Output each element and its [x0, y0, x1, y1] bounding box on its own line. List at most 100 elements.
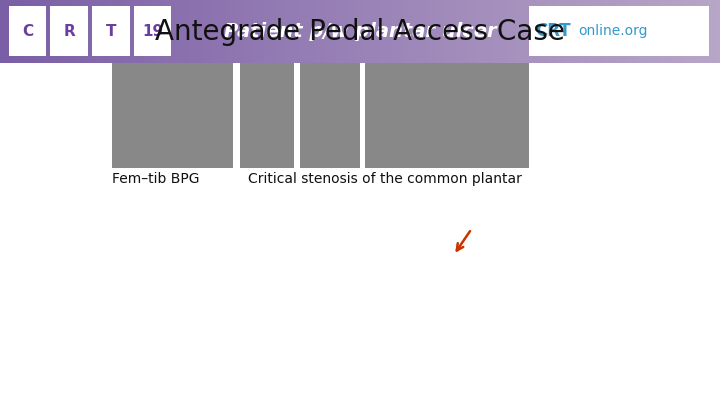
Bar [562, 0, 564, 63]
Bar [315, 0, 317, 63]
Bar [228, 0, 230, 63]
Bar [657, 0, 660, 63]
Bar [247, 0, 250, 63]
Bar [264, 0, 266, 63]
Bar [168, 0, 171, 63]
Bar [72, 0, 74, 63]
Bar [574, 0, 576, 63]
Bar [372, 0, 374, 63]
Bar [540, 0, 542, 63]
Bar [288, 0, 290, 63]
Bar [365, 0, 367, 63]
Bar [312, 0, 315, 63]
Bar [468, 0, 470, 63]
Bar [410, 0, 413, 63]
Bar [112, 59, 233, 168]
Bar [91, 0, 94, 63]
Bar [7, 0, 9, 63]
Bar [307, 0, 310, 63]
Bar [528, 0, 531, 63]
Bar [432, 0, 434, 63]
Bar [670, 0, 672, 63]
Bar [497, 0, 499, 63]
Bar [470, 0, 473, 63]
Bar [45, 0, 48, 63]
Bar [79, 0, 81, 63]
Bar [281, 0, 283, 63]
Bar [351, 0, 353, 63]
Bar [686, 0, 689, 63]
Bar [691, 0, 693, 63]
Bar [444, 0, 446, 63]
Bar [603, 0, 605, 63]
Text: online.org: online.org [578, 24, 648, 38]
Bar [5, 0, 7, 63]
Bar [276, 0, 279, 63]
Bar [259, 0, 261, 63]
Bar [240, 0, 243, 63]
Bar [197, 0, 199, 63]
Bar [595, 0, 598, 63]
Bar [662, 0, 665, 63]
Bar [477, 0, 480, 63]
Bar [243, 0, 245, 63]
Bar [706, 0, 708, 63]
Bar [130, 0, 132, 63]
Bar [24, 0, 27, 63]
Bar [17, 0, 19, 63]
Bar [134, 6, 171, 57]
Bar [646, 0, 648, 63]
Bar [110, 0, 113, 63]
Bar [650, 0, 653, 63]
Bar [571, 0, 574, 63]
Bar [70, 0, 72, 63]
Bar [581, 0, 583, 63]
Bar [223, 0, 225, 63]
Bar [77, 0, 79, 63]
Bar [43, 0, 45, 63]
Bar [538, 0, 540, 63]
Bar [358, 0, 360, 63]
Bar [490, 0, 492, 63]
Bar [300, 59, 360, 168]
Bar [63, 0, 65, 63]
Bar [125, 0, 127, 63]
Bar [619, 0, 621, 63]
Bar [137, 0, 139, 63]
Bar [65, 0, 67, 63]
Bar [631, 0, 634, 63]
Bar [495, 0, 497, 63]
Bar [437, 0, 439, 63]
Bar [492, 0, 495, 63]
Bar [336, 0, 338, 63]
Bar [99, 0, 101, 63]
Bar [341, 0, 343, 63]
Bar [542, 0, 545, 63]
Bar [346, 0, 348, 63]
Bar [14, 0, 17, 63]
Bar [423, 0, 425, 63]
Bar [235, 0, 238, 63]
Bar [355, 0, 358, 63]
Bar [293, 0, 295, 63]
Bar [533, 0, 535, 63]
Bar [391, 0, 394, 63]
Bar [567, 0, 569, 63]
Bar [408, 0, 410, 63]
Bar [362, 0, 365, 63]
Bar [403, 0, 405, 63]
Bar [67, 0, 70, 63]
Bar [279, 0, 281, 63]
Bar [214, 0, 216, 63]
Bar [38, 0, 41, 63]
Text: CRT: CRT [535, 22, 570, 40]
Bar [348, 0, 351, 63]
Bar [413, 0, 415, 63]
Bar [523, 0, 526, 63]
Bar [322, 0, 324, 63]
Bar [333, 0, 336, 63]
Bar [451, 0, 454, 63]
Bar [396, 0, 398, 63]
Bar [610, 0, 612, 63]
Bar [216, 0, 218, 63]
